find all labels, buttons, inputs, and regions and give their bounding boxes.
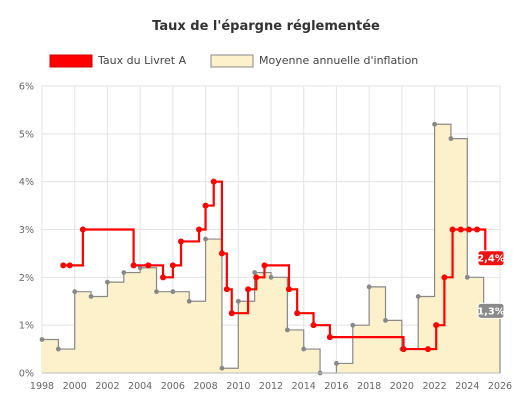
legend-swatch-inflation [210,54,254,68]
livret-a-point [178,238,185,245]
inflation-point [252,270,258,275]
inflation-point [235,298,241,304]
livret-a-point [202,202,209,209]
x-tick-label: 2008 [193,381,217,392]
livret-a-point [130,262,137,269]
legend-label-inflation: Moyenne annuelle d'inflation [259,54,418,67]
livret-a-point [223,286,230,293]
livret-a-point [245,286,252,293]
chart-title: Taux de l'épargne réglementée [152,19,380,34]
x-tick-label: 1998 [30,381,54,392]
inflation-point [186,298,192,304]
inflation-point [39,337,45,342]
x-tick-label: 2012 [259,381,283,392]
inflation-point [448,136,454,142]
inflation-point [88,294,94,299]
livret-a-point [400,346,407,353]
inflation-point [137,265,143,271]
inflation-point [55,346,61,352]
inflation-point [301,346,307,352]
x-tick-label: 2004 [128,381,152,392]
livret-a-point [261,262,268,269]
inflation-series [39,121,501,376]
inflation-point [268,274,274,280]
livret-a-point [457,226,464,233]
inflation-point [432,121,437,127]
inflation-point [154,289,159,295]
inflation-point [464,274,470,280]
x-tick-label: 2002 [95,381,119,392]
inflation-point [219,365,225,371]
value-badge [477,302,505,319]
inflation-line [42,123,501,374]
x-tick-label: 2020 [390,381,414,392]
livret-a-series [60,178,489,353]
inflation-point [366,284,372,290]
livret-a-point [228,310,235,317]
livret-a-point [433,322,440,329]
y-tick-label: 5% [19,129,34,140]
livret-a-point [66,262,73,269]
x-tick-label: 2026 [488,381,512,392]
inflation-point [284,327,290,333]
inflation-point [415,294,421,299]
inflation-point [121,270,127,275]
inflation-point [383,317,388,323]
value-badge-label: 2,4% [477,254,505,265]
y-tick-label: 1% [19,321,34,332]
livret-a-point [253,274,260,281]
livret-a-point [326,334,333,341]
inflation-point [72,289,78,295]
livret-a-point [196,226,203,233]
inflation-point [334,361,339,366]
livret-a-point [160,274,167,281]
inflation-point [105,279,110,285]
inflation-point [203,236,208,242]
livret-a-point [79,226,86,233]
livret-a-point [310,322,317,329]
x-tick-label: 2022 [422,381,446,392]
livret-a-point [285,286,292,293]
y-tick-label: 4% [19,177,34,188]
livret-a-point [474,226,481,233]
x-tick-label: 2016 [324,381,348,392]
livret-a-point [210,178,217,185]
livret-a-point [294,310,301,317]
y-tick-label: 2% [19,273,34,284]
y-tick-label: 0% [19,369,34,380]
value-badge-label: 1,3% [477,306,505,317]
x-tick-label: 2018 [357,381,381,392]
livret-a-point [169,262,176,269]
livret-a-point [465,226,472,233]
livret-a-point [449,226,456,233]
legend-swatch-livret-a [49,54,93,68]
livret-a-point [145,262,152,269]
livret-a-point [441,274,448,281]
livret-a-point [425,346,432,353]
axes: 0% 1% 2% 3% 4% 5% 6% 1998 2000 2002 2004 2006 2008 20… [19,82,512,393]
value-badge [477,250,505,267]
x-tick-label: 2010 [226,381,250,392]
x-tick-label: 2014 [292,381,316,392]
x-tick-label: 2024 [455,381,479,392]
annotations: 2,4% 1,3% [477,250,505,319]
x-tick-label: 2000 [63,381,87,392]
livret-a-point [218,250,225,257]
y-tick-label: 3% [19,225,34,236]
inflation-point [350,322,356,328]
y-tick-label: 6% [19,82,34,93]
legend: Taux du Livret A Moyenne annuelle d'infl… [49,54,418,68]
livret-a-point [60,262,67,269]
legend-label-livret-a: Taux du Livret A [97,54,187,67]
x-tick-label: 2006 [161,381,185,392]
inflation-point [170,289,176,295]
